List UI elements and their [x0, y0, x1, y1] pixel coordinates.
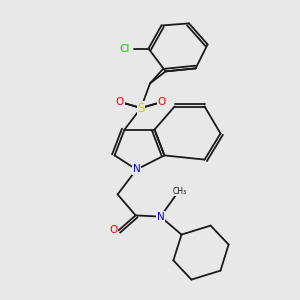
- Text: O: O: [109, 225, 117, 236]
- Text: N: N: [157, 212, 164, 222]
- Text: O: O: [158, 97, 166, 107]
- Text: CH₃: CH₃: [172, 187, 187, 196]
- Text: O: O: [116, 97, 124, 107]
- Text: N: N: [133, 164, 140, 175]
- Text: Cl: Cl: [119, 44, 130, 54]
- Text: S: S: [137, 101, 145, 115]
